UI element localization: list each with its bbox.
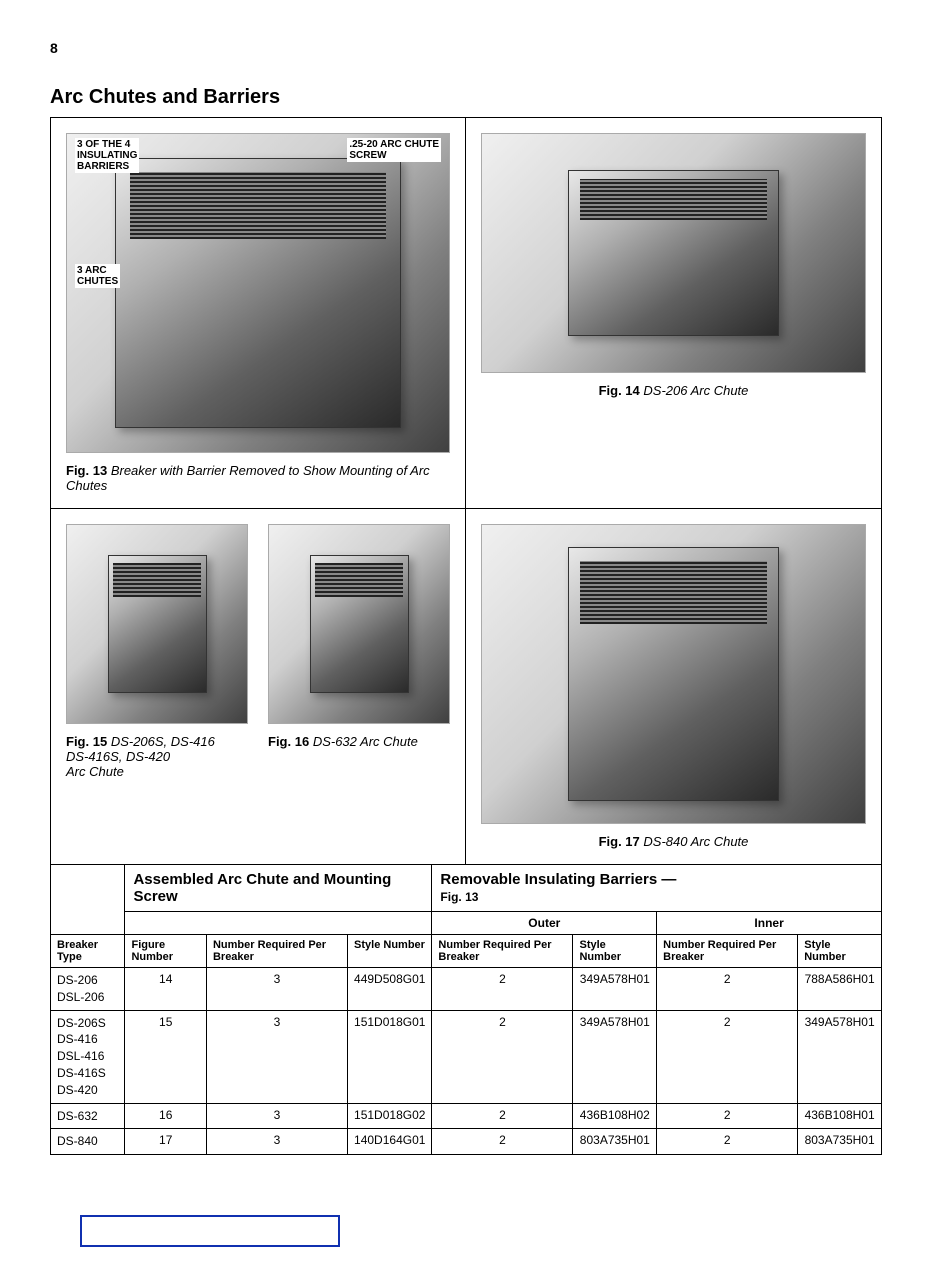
col-fignum: Figure Number	[125, 935, 207, 968]
fig13-label-chutes: 3 ARC CHUTES	[75, 264, 120, 288]
figure-14-caption: Fig. 14 DS-206 Arc Chute	[481, 383, 866, 398]
col-numreq-2: Number Required Per Breaker	[432, 935, 573, 968]
cell-qty1: 3	[206, 1103, 347, 1129]
group2-header: Removable Insulating Barriers — Fig. 13	[432, 865, 882, 912]
table-row: DS-632163151D018G022436B108H022436B108H0…	[51, 1103, 882, 1129]
cell-qty1: 3	[206, 1010, 347, 1103]
cell-qty2: 2	[432, 1010, 573, 1103]
figure-15-cell: Fig. 15 DS-206S, DS-416 DS-416S, DS-420 …	[66, 524, 248, 849]
figure-14-cell: Fig. 14 DS-206 Arc Chute	[466, 118, 881, 509]
figure-17-image	[481, 524, 866, 824]
inner-header: Inner	[657, 912, 882, 935]
cell-style2: 349A578H01	[573, 968, 657, 1011]
fig13-label-barriers: 3 OF THE 4 INSULATING BARRIERS	[75, 138, 139, 173]
footer-box	[80, 1215, 340, 1247]
cell-style1: 449D508G01	[348, 968, 432, 1011]
figure-grid: 3 OF THE 4 INSULATING BARRIERS .25-20 AR…	[50, 117, 882, 865]
cell-qty2: 2	[432, 968, 573, 1011]
fig13-desc: Breaker with Barrier Removed to Show Mou…	[66, 463, 430, 493]
figure-13-caption: Fig. 13 Breaker with Barrier Removed to …	[66, 463, 450, 493]
figure-16-cell: Fig. 16 DS-632 Arc Chute	[268, 524, 450, 849]
cell-fig: 14	[125, 968, 207, 1011]
cell-qty3: 2	[657, 1103, 798, 1129]
cell-breaker: DS-206 DSL-206	[51, 968, 125, 1011]
cell-style1: 151D018G01	[348, 1010, 432, 1103]
figure-17-caption: Fig. 17 DS-840 Arc Chute	[481, 834, 866, 849]
fig16-desc: DS-632 Arc Chute	[313, 734, 418, 749]
table-row: DS-840173140D164G012803A735H012803A735H0…	[51, 1129, 882, 1155]
fig16-num: Fig. 16	[268, 734, 309, 749]
cell-breaker: DS-840	[51, 1129, 125, 1155]
cell-breaker: DS-206S DS-416 DSL-416 DS-416S DS-420	[51, 1010, 125, 1103]
col-breaker: Breaker Type	[51, 935, 125, 968]
fig13-num: Fig. 13	[66, 463, 107, 478]
group2-sub: Fig. 13	[440, 890, 478, 904]
page-number: 8	[50, 40, 882, 56]
figure-17-cell: Fig. 17 DS-840 Arc Chute	[466, 509, 881, 864]
cell-fig: 16	[125, 1103, 207, 1129]
fig14-desc: DS-206 Arc Chute	[643, 383, 748, 398]
col-numreq-3: Number Required Per Breaker	[657, 935, 798, 968]
cell-style2: 436B108H02	[573, 1103, 657, 1129]
cell-qty1: 3	[206, 1129, 347, 1155]
figure-15-image	[66, 524, 248, 724]
cell-qty2: 2	[432, 1129, 573, 1155]
cell-style3: 349A578H01	[798, 1010, 882, 1103]
col-style-3: Style Number	[798, 935, 882, 968]
group2-title: Removable Insulating Barriers —	[440, 871, 676, 888]
outer-header: Outer	[432, 912, 657, 935]
cell-qty3: 2	[657, 1010, 798, 1103]
cell-style3: 803A735H01	[798, 1129, 882, 1155]
fig13-label-screw: .25-20 ARC CHUTE SCREW	[347, 138, 441, 162]
figure-row2-cell: Fig. 15 DS-206S, DS-416 DS-416S, DS-420 …	[51, 509, 466, 864]
fig17-num: Fig. 17	[599, 834, 640, 849]
group1-header: Assembled Arc Chute and Mounting Screw	[125, 865, 432, 912]
col-style-2: Style Number	[573, 935, 657, 968]
cell-qty1: 3	[206, 968, 347, 1011]
cell-breaker: DS-632	[51, 1103, 125, 1129]
col-style-1: Style Number	[348, 935, 432, 968]
figure-14-image	[481, 133, 866, 373]
cell-style3: 788A586H01	[798, 968, 882, 1011]
cell-qty2: 2	[432, 1103, 573, 1129]
figure-16-caption: Fig. 16 DS-632 Arc Chute	[268, 734, 450, 749]
figure-13-cell: 3 OF THE 4 INSULATING BARRIERS .25-20 AR…	[51, 118, 466, 509]
cell-qty3: 2	[657, 1129, 798, 1155]
cell-fig: 15	[125, 1010, 207, 1103]
table-row: DS-206 DSL-206143449D508G012349A578H0127…	[51, 968, 882, 1011]
parts-table: Assembled Arc Chute and Mounting Screw R…	[50, 864, 882, 1155]
figure-13-image: 3 OF THE 4 INSULATING BARRIERS .25-20 AR…	[66, 133, 450, 453]
fig14-num: Fig. 14	[599, 383, 640, 398]
fig15-num: Fig. 15	[66, 734, 107, 749]
section-title: Arc Chutes and Barriers	[50, 86, 882, 109]
cell-qty3: 2	[657, 968, 798, 1011]
cell-style1: 140D164G01	[348, 1129, 432, 1155]
figure-15-caption: Fig. 15 DS-206S, DS-416 DS-416S, DS-420 …	[66, 734, 248, 779]
cell-style2: 349A578H01	[573, 1010, 657, 1103]
col-numreq-1: Number Required Per Breaker	[206, 935, 347, 968]
figure-16-image	[268, 524, 450, 724]
table-row: DS-206S DS-416 DSL-416 DS-416S DS-420153…	[51, 1010, 882, 1103]
fig17-desc: DS-840 Arc Chute	[643, 834, 748, 849]
cell-fig: 17	[125, 1129, 207, 1155]
cell-style3: 436B108H01	[798, 1103, 882, 1129]
cell-style1: 151D018G02	[348, 1103, 432, 1129]
cell-style2: 803A735H01	[573, 1129, 657, 1155]
